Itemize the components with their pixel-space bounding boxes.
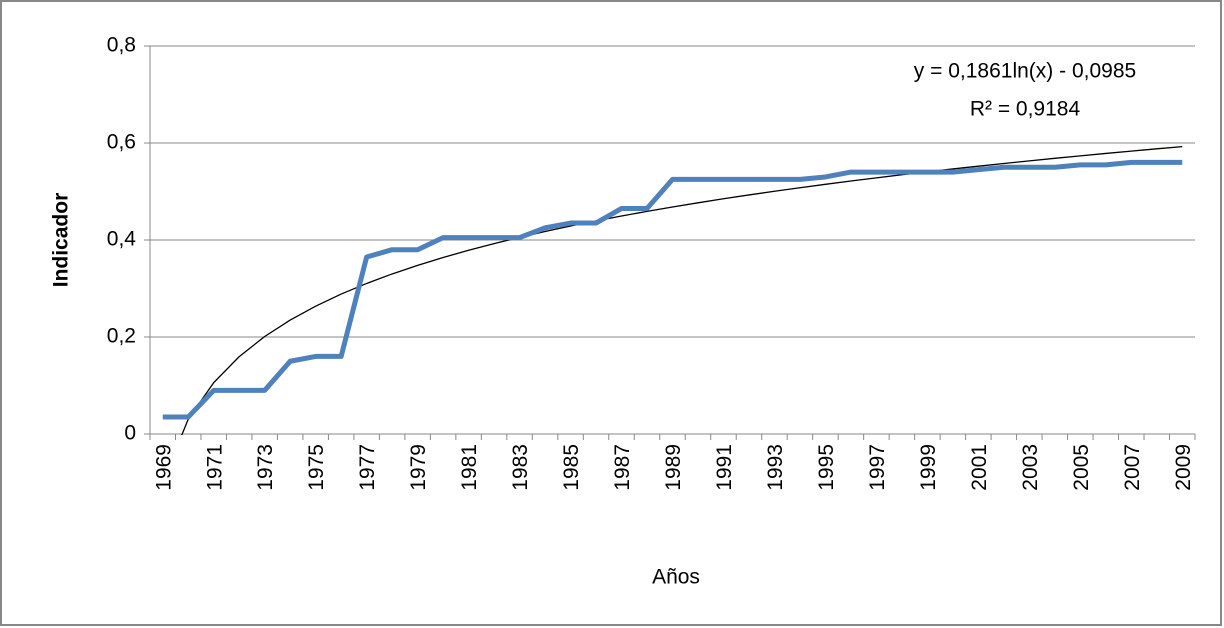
x-tick-label: 1985 xyxy=(560,444,583,491)
trend-equation: y = 0,1861ln(x) - 0,0985 xyxy=(914,60,1136,83)
y-tick-label: 0,8 xyxy=(107,34,136,57)
x-tick-label: 1969 xyxy=(152,444,175,491)
x-tick-label: 1979 xyxy=(407,444,430,491)
x-tick-label: 2003 xyxy=(1019,444,1042,491)
data-line xyxy=(162,159,1183,420)
x-tick-label: 2007 xyxy=(1121,444,1144,491)
y-axis-title: Indicador xyxy=(50,193,73,288)
x-tick-label: 1997 xyxy=(866,444,889,491)
x-tick-label: 1983 xyxy=(509,444,532,491)
x-axis-title: Años xyxy=(652,566,700,589)
x-tick-label: 1993 xyxy=(764,444,787,491)
y-tick-label: 0,2 xyxy=(107,325,136,348)
y-tick-label: 0,4 xyxy=(107,228,137,251)
x-tick-label: 2009 xyxy=(1172,444,1195,491)
x-tick-label: 1999 xyxy=(917,444,940,491)
trend-r-squared: R² = 0,9184 xyxy=(970,98,1081,121)
x-tick-label: 1989 xyxy=(662,444,685,491)
x-tick-label: 1991 xyxy=(713,444,736,491)
x-tick-label: 1981 xyxy=(458,444,481,491)
x-tick-label: 1995 xyxy=(815,444,838,491)
y-tick-label: 0,6 xyxy=(107,131,136,154)
y-tick-label: 0 xyxy=(124,422,136,445)
x-tick-label: 2001 xyxy=(968,444,991,491)
trend-line xyxy=(181,145,1183,435)
x-tick-label: 2005 xyxy=(1070,444,1093,491)
x-tick-label: 1977 xyxy=(356,444,379,491)
x-tick-label: 1975 xyxy=(305,444,328,491)
x-tick-label: 1971 xyxy=(203,444,226,491)
x-tick-label: 1987 xyxy=(611,444,634,491)
x-tick-label: 1973 xyxy=(254,444,277,491)
